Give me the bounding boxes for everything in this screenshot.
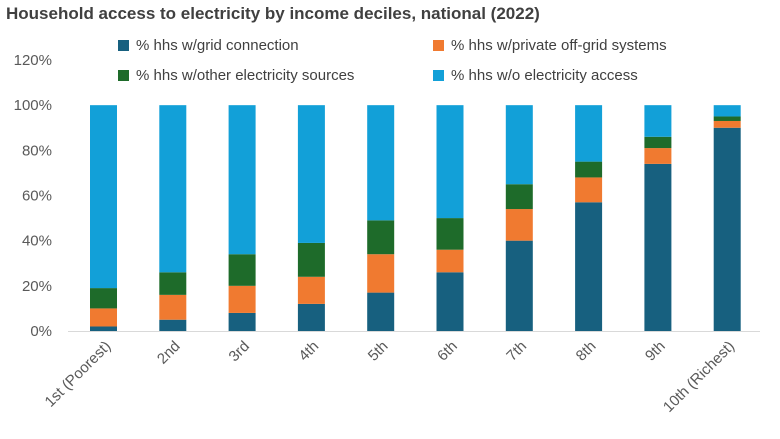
bar-segment-1 <box>297 303 325 331</box>
bar-segment-3 <box>644 136 672 149</box>
y-tick-label: 120% <box>14 52 52 69</box>
y-tick-label: 80% <box>22 142 52 159</box>
bar-segment-3 <box>228 254 256 286</box>
bar-segment-2 <box>713 120 741 128</box>
bar-segment-1 <box>367 292 395 331</box>
legend-swatch-private-off-grid <box>433 40 444 51</box>
bar-segment-3 <box>505 184 533 210</box>
bar-segment-3 <box>575 161 603 178</box>
x-tick-label: 2nd <box>154 338 184 368</box>
x-tick-label: 5th <box>365 338 392 365</box>
legend-swatch-no-access <box>433 70 444 81</box>
legend-item-no-access: % hhs w/o electricity access <box>433 67 638 84</box>
bar-segment-1 <box>90 326 117 331</box>
bar-segment-4 <box>367 105 395 221</box>
bar-segment-2 <box>228 285 256 313</box>
bar-segment-4 <box>90 105 117 289</box>
legend-label-other-sources: % hhs w/other electricity sources <box>136 67 355 84</box>
x-tick-label: 1st (Poorest) <box>42 338 115 411</box>
x-tick-label: 9th <box>642 338 669 365</box>
legend-label-grid-connection: % hhs w/grid connection <box>136 37 299 54</box>
bar-segment-3 <box>297 242 325 277</box>
bar-segment-3 <box>436 218 464 250</box>
bar-segment-2 <box>159 294 187 320</box>
bar-segment-1 <box>644 163 672 331</box>
bar-segment-3 <box>713 116 741 121</box>
bar-segment-4 <box>505 105 533 185</box>
x-tick-label: 4th <box>295 338 322 365</box>
bar-segment-4 <box>644 105 672 137</box>
legend-item-other-sources: % hhs w/other electricity sources <box>118 67 354 84</box>
bar-segment-1 <box>159 319 187 331</box>
y-tick-label: 100% <box>14 97 52 114</box>
legend-swatch-other-sources <box>118 70 129 81</box>
bar-segment-1 <box>713 127 741 331</box>
legend-item-grid-connection: % hhs w/grid connection <box>118 37 299 54</box>
bar-segment-3 <box>159 272 187 295</box>
bar-segment-1 <box>436 272 464 331</box>
bar-segment-2 <box>575 177 603 203</box>
bar-segment-1 <box>575 202 603 331</box>
y-tick-label: 20% <box>22 278 52 295</box>
bar-segment-2 <box>367 254 395 293</box>
bar-segment-2 <box>505 209 533 241</box>
y-tick-label: 40% <box>22 233 52 250</box>
bar-segment-2 <box>436 249 464 273</box>
bar-segment-2 <box>644 148 672 164</box>
bar-segment-4 <box>575 105 603 162</box>
bar-segment-1 <box>228 312 256 331</box>
legend-item-private-off-grid: % hhs w/private off-grid systems <box>433 37 667 54</box>
bar-segment-4 <box>159 105 187 273</box>
legend-swatch-grid-connection <box>118 40 129 51</box>
bar-segment-3 <box>367 220 395 255</box>
bar-segment-3 <box>90 288 117 309</box>
bar-segment-2 <box>90 308 117 327</box>
x-tick-label: 3rd <box>226 338 253 365</box>
bar-segment-4 <box>297 105 325 243</box>
bar-segment-2 <box>297 276 325 304</box>
x-tick-label: 6th <box>434 338 461 365</box>
legend-label-private-off-grid: % hhs w/private off-grid systems <box>451 37 667 54</box>
y-tick-label: 60% <box>22 188 52 205</box>
bar-segment-4 <box>228 105 256 255</box>
x-tick-label: 10th (Richest) <box>660 338 738 416</box>
chart-title: Household access to electricity by incom… <box>6 4 540 23</box>
x-tick-label: 8th <box>573 338 600 365</box>
y-tick-label: 0% <box>30 323 52 340</box>
bar-segment-1 <box>505 240 533 331</box>
x-tick-label: 7th <box>503 338 530 365</box>
bar-segment-4 <box>713 105 741 117</box>
legend-label-no-access: % hhs w/o electricity access <box>451 67 638 84</box>
bar-segment-4 <box>436 105 464 219</box>
